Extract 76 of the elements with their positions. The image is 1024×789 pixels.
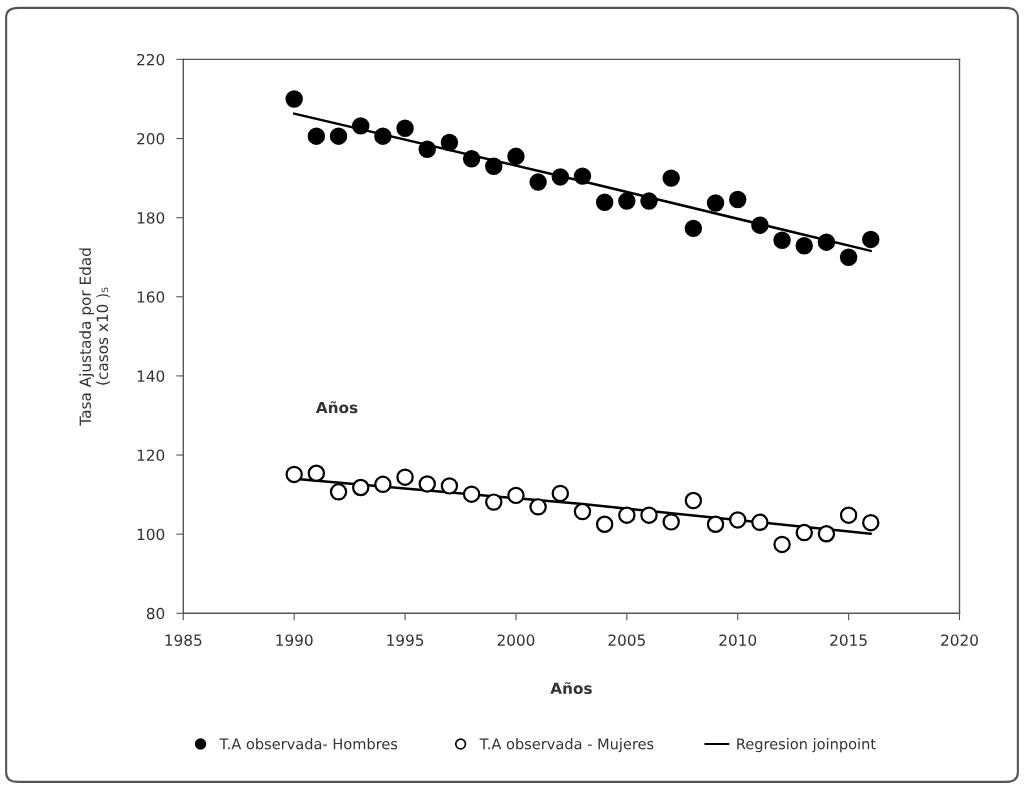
x-tick-label: 2010 xyxy=(719,634,757,646)
point xyxy=(706,194,725,212)
annotation: Años xyxy=(315,401,358,414)
x-tick-label: 2000 xyxy=(497,634,535,646)
y-axis-title: Tasa Ajustada por Edad (casos x10 )₅ xyxy=(79,248,110,426)
legend-label: T.A observada- Hombres xyxy=(219,738,398,750)
point xyxy=(529,173,547,191)
point xyxy=(440,477,459,495)
point xyxy=(374,127,392,145)
point xyxy=(862,230,880,249)
point xyxy=(640,192,658,210)
y-tick-label: 100 xyxy=(137,528,165,541)
x-tick-label: 2015 xyxy=(830,634,867,646)
point xyxy=(573,167,592,185)
point xyxy=(507,147,525,166)
point xyxy=(595,515,614,533)
point xyxy=(817,233,836,251)
point xyxy=(729,190,747,209)
x-tick-label: 2005 xyxy=(608,634,645,646)
point xyxy=(751,513,769,532)
point xyxy=(729,511,747,529)
point xyxy=(551,484,570,503)
y-tick-label: 160 xyxy=(137,291,165,303)
y-tick-label: 180 xyxy=(137,212,165,224)
point xyxy=(351,117,370,135)
point xyxy=(307,464,326,482)
point xyxy=(618,506,636,524)
y-tick-label: 200 xyxy=(137,133,165,145)
point xyxy=(285,465,303,484)
point xyxy=(573,502,592,521)
point xyxy=(396,119,414,137)
point xyxy=(485,157,503,175)
point xyxy=(817,525,836,543)
y-tick-label: 140 xyxy=(137,370,165,382)
y-tick-label: 220 xyxy=(137,53,165,66)
x-tick-label: 2020 xyxy=(941,634,978,646)
point xyxy=(307,127,326,145)
point xyxy=(595,193,614,211)
point xyxy=(374,475,392,494)
y-tick-label: 120 xyxy=(137,449,165,462)
legend-label: T.A observada - Mujeres xyxy=(479,738,654,753)
point xyxy=(507,486,525,505)
point xyxy=(462,485,481,503)
point xyxy=(684,491,703,510)
point xyxy=(662,513,680,531)
point xyxy=(684,219,703,238)
point xyxy=(285,90,303,108)
point xyxy=(618,192,636,210)
point xyxy=(329,483,348,501)
point xyxy=(706,515,725,533)
point xyxy=(839,248,858,266)
point xyxy=(529,498,547,516)
point xyxy=(662,169,680,187)
point xyxy=(795,237,813,255)
point xyxy=(773,231,791,249)
point xyxy=(640,506,658,524)
point xyxy=(862,513,880,532)
x-tick-label: 1990 xyxy=(276,634,313,646)
point xyxy=(773,535,791,554)
x-axis-title: Años xyxy=(550,681,592,695)
x-tick-label: 1985 xyxy=(165,634,202,646)
point xyxy=(551,168,570,186)
point xyxy=(462,150,481,168)
legend-label: Regresion joinpoint xyxy=(737,738,876,753)
point xyxy=(839,506,858,524)
point xyxy=(396,468,414,486)
point xyxy=(751,216,769,234)
point xyxy=(795,523,813,542)
point xyxy=(418,475,436,493)
point xyxy=(329,127,348,145)
point xyxy=(440,133,459,152)
point xyxy=(485,493,503,511)
point xyxy=(351,478,370,497)
y-tick-label: 80 xyxy=(146,607,165,620)
point xyxy=(418,140,436,158)
x-tick-label: 1995 xyxy=(387,634,424,646)
